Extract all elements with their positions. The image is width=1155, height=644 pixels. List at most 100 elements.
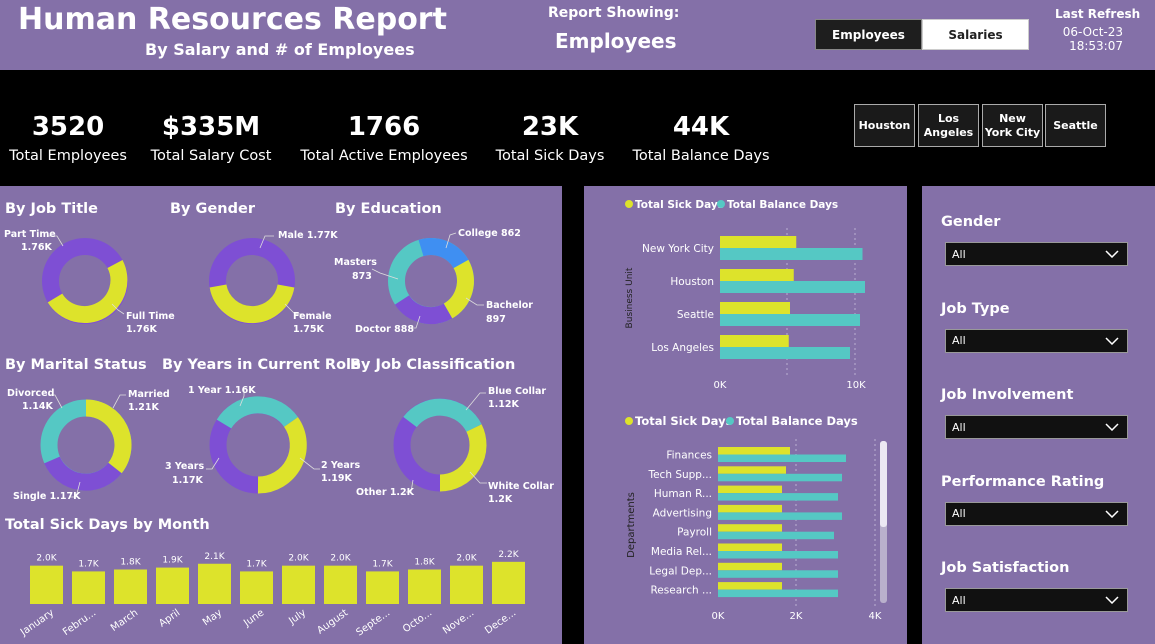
balance-days-bar[interactable] xyxy=(718,512,842,520)
balance-days-bar[interactable] xyxy=(720,314,860,326)
legend-sick-days-marker xyxy=(625,417,633,425)
balance-days-bar[interactable] xyxy=(720,347,850,359)
gender-chart-title: By Gender xyxy=(170,201,255,217)
sick-days-bar[interactable] xyxy=(718,466,786,474)
kpi-total-employees-label: Total Employees xyxy=(9,148,127,164)
job-class-other-label: Other 1.2K xyxy=(356,487,415,498)
years-role-3years-value: 1.17K xyxy=(172,475,203,486)
balance-days-bar[interactable] xyxy=(718,531,834,540)
gender-female-segment[interactable] xyxy=(209,284,295,324)
x-tick-label: 0K xyxy=(712,611,725,622)
job-class-chart-title: By Job Classification xyxy=(350,357,516,373)
filter-dropdown-value: All xyxy=(952,420,966,434)
city-label-los-angeles-line2: Angeles xyxy=(923,125,974,139)
month-bar[interactable] xyxy=(324,565,357,604)
month-tick-label: Febru... xyxy=(61,607,98,638)
category-label: Advertising xyxy=(653,507,712,519)
years-role-2years-value: 1.19K xyxy=(321,473,352,484)
month-bar-value-label: 1.7K xyxy=(246,559,267,569)
month-tick-label: Septe... xyxy=(354,607,392,638)
month-bar[interactable] xyxy=(282,565,315,604)
city-button-los-angeles[interactable]: Los Angeles xyxy=(918,104,979,147)
month-bar[interactable] xyxy=(198,563,231,604)
sick-days-bar[interactable] xyxy=(720,335,789,347)
filter-dropdown[interactable]: All xyxy=(945,501,1128,526)
city-label-los-angeles-line1: Los xyxy=(937,111,960,125)
filter-dropdown-value: All xyxy=(952,334,966,347)
sick-days-bar[interactable] xyxy=(720,269,794,281)
balance-days-bar[interactable] xyxy=(718,454,846,463)
city-button-seattle[interactable]: Seattle xyxy=(1045,104,1106,147)
sick-days-bar[interactable] xyxy=(718,543,782,552)
job-title-full-time-value: 1.76K xyxy=(126,324,157,335)
month-bar[interactable] xyxy=(240,571,273,604)
legend-balance-days-label: Total Balance Days xyxy=(736,414,858,428)
category-label: Human R... xyxy=(654,488,712,500)
sick-days-bar[interactable] xyxy=(718,447,790,455)
month-bar[interactable] xyxy=(114,569,147,605)
job-class-white-collar-segment[interactable] xyxy=(439,424,487,492)
sick-days-bar[interactable] xyxy=(720,236,797,248)
education-doctor-segment[interactable] xyxy=(394,294,453,325)
balance-days-bar[interactable] xyxy=(720,281,865,293)
job-class-white-collar-value: 1.2K xyxy=(488,494,513,505)
balance-days-bar[interactable] xyxy=(718,589,838,598)
sick-days-bar[interactable] xyxy=(718,524,782,532)
filter-title: Job Satisfaction xyxy=(941,560,1070,576)
filter-title: Job Involvement xyxy=(941,387,1074,403)
month-bar[interactable] xyxy=(30,565,63,604)
month-bar[interactable] xyxy=(366,571,399,604)
month-bar[interactable] xyxy=(492,561,525,604)
balance-days-bar[interactable] xyxy=(720,248,863,260)
education-bachelor-segment[interactable] xyxy=(443,259,474,319)
marital-single-segment[interactable] xyxy=(44,456,122,491)
month-bar[interactable] xyxy=(408,569,441,605)
sick-days-bar[interactable] xyxy=(718,562,782,571)
employees-toggle-button[interactable]: Employees xyxy=(815,19,922,50)
legend-sick-days-marker xyxy=(625,200,633,208)
city-label-new-york-line2: York City xyxy=(984,125,1041,139)
sick-days-bar[interactable] xyxy=(718,504,782,513)
filter-dropdown[interactable]: All xyxy=(945,328,1128,353)
years-role-1year-segment[interactable] xyxy=(216,396,298,429)
balance-days-bar[interactable] xyxy=(718,473,842,482)
marital-single-label: Single 1.17K xyxy=(13,491,81,502)
category-label: Los Angeles xyxy=(651,342,714,354)
job-title-part-time-value: 1.76K xyxy=(21,242,52,253)
sick-days-bar[interactable] xyxy=(720,302,790,314)
filter-dropdown[interactable]: All xyxy=(945,415,1128,439)
sick-days-bar[interactable] xyxy=(718,582,782,590)
last-refresh-label: Last Refresh xyxy=(1055,7,1141,21)
month-bar-value-label: 2.1K xyxy=(204,552,225,562)
filter-title: Gender xyxy=(941,214,1001,230)
gender-female-value: 1.75K xyxy=(293,324,324,335)
month-bar-value-label: 1.7K xyxy=(78,559,99,569)
gender-male-label: Male 1.77K xyxy=(278,230,338,241)
city-button-new-york[interactable]: New York City xyxy=(982,104,1043,147)
city-button-houston[interactable]: Houston xyxy=(854,104,915,147)
years-role-2years-segment[interactable] xyxy=(257,417,307,494)
month-bar-value-label: 2.0K xyxy=(456,554,477,564)
filter-dropdown[interactable]: All xyxy=(945,588,1128,612)
balance-days-bar[interactable] xyxy=(718,570,838,578)
y-axis-title: Business Unit xyxy=(625,267,635,328)
salaries-toggle-button[interactable]: Salaries xyxy=(922,19,1029,50)
category-label: Research ... xyxy=(650,585,712,597)
filter-dropdown[interactable]: All xyxy=(945,242,1128,266)
month-bar[interactable] xyxy=(156,567,189,604)
balance-days-bar[interactable] xyxy=(718,493,838,501)
balance-days-bar[interactable] xyxy=(718,551,838,559)
job-class-blue-collar-segment[interactable] xyxy=(403,398,482,433)
month-bar[interactable] xyxy=(450,565,483,604)
month-bar[interactable] xyxy=(72,571,105,604)
kpi-total-salary-label: Total Salary Cost xyxy=(150,148,272,164)
marital-married-value: 1.21K xyxy=(128,402,159,413)
month-tick-label: Nove... xyxy=(441,607,476,636)
department-scrollbar-thumb[interactable] xyxy=(880,441,887,527)
last-refresh-date: 06-Oct-23 xyxy=(1062,25,1123,39)
marital-married-segment[interactable] xyxy=(85,399,132,474)
sick-days-bar[interactable] xyxy=(718,485,782,494)
filter-title: Performance Rating xyxy=(941,473,1105,490)
education-college-segment[interactable] xyxy=(418,238,469,269)
job-title-full-time-segment[interactable] xyxy=(47,260,128,323)
